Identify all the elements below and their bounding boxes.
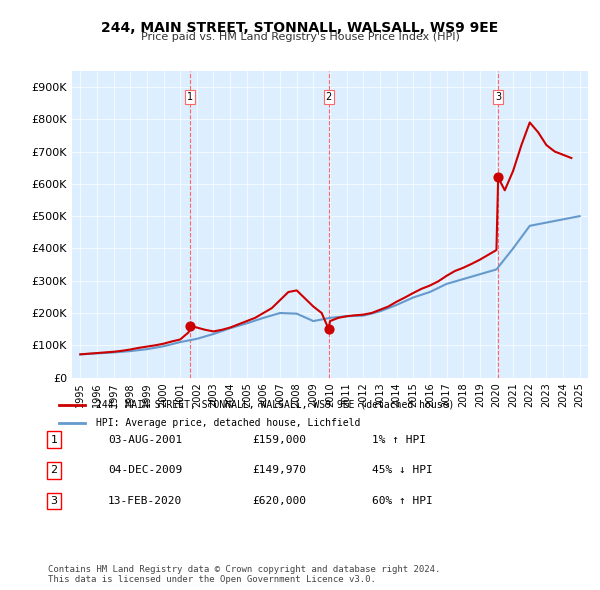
Text: Price paid vs. HM Land Registry's House Price Index (HPI): Price paid vs. HM Land Registry's House … [140, 32, 460, 42]
Text: £620,000: £620,000 [252, 496, 306, 506]
Text: 60% ↑ HPI: 60% ↑ HPI [372, 496, 433, 506]
Text: 1: 1 [187, 91, 193, 101]
Text: 3: 3 [50, 496, 58, 506]
Text: 1% ↑ HPI: 1% ↑ HPI [372, 435, 426, 444]
Text: 2: 2 [50, 466, 58, 475]
Text: £149,970: £149,970 [252, 466, 306, 475]
Text: £159,000: £159,000 [252, 435, 306, 444]
Text: HPI: Average price, detached house, Lichfield: HPI: Average price, detached house, Lich… [95, 418, 360, 428]
Text: Contains HM Land Registry data © Crown copyright and database right 2024.
This d: Contains HM Land Registry data © Crown c… [48, 565, 440, 584]
Point [185, 322, 195, 331]
Point [324, 324, 334, 334]
Text: 1: 1 [50, 435, 58, 444]
Text: 45% ↓ HPI: 45% ↓ HPI [372, 466, 433, 475]
Text: 244, MAIN STREET, STONNALL, WALSALL, WS9 9EE: 244, MAIN STREET, STONNALL, WALSALL, WS9… [101, 21, 499, 35]
Text: 04-DEC-2009: 04-DEC-2009 [108, 466, 182, 475]
Text: 244, MAIN STREET, STONNALL, WALSALL, WS9 9EE (detached house): 244, MAIN STREET, STONNALL, WALSALL, WS9… [95, 400, 454, 409]
Point [494, 173, 503, 182]
Text: 3: 3 [496, 91, 502, 101]
Text: 13-FEB-2020: 13-FEB-2020 [108, 496, 182, 506]
Text: 2: 2 [326, 91, 332, 101]
Text: 03-AUG-2001: 03-AUG-2001 [108, 435, 182, 444]
